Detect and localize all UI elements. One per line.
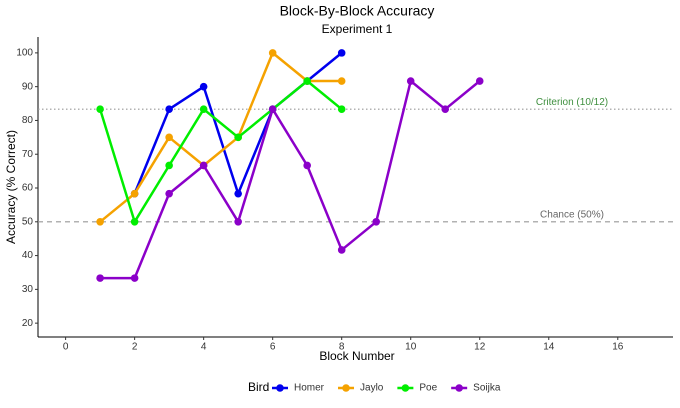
x-tick-label: 10 — [405, 342, 417, 353]
data-point — [130, 189, 139, 198]
legend-swatch-dot — [455, 384, 463, 392]
y-tick-label: 70 — [22, 149, 34, 160]
data-point — [268, 105, 277, 113]
data-point — [165, 133, 173, 142]
legend-swatch-dot — [342, 384, 350, 392]
series-line — [99, 51, 342, 223]
y-tick-label: 50 — [22, 216, 34, 227]
chart-subtitle: Experiment 1 — [322, 22, 393, 36]
data-point — [165, 189, 173, 198]
legend-label: Homer — [294, 383, 325, 394]
x-tick-label: 14 — [543, 342, 555, 353]
legend-title: Bird — [248, 380, 269, 394]
data-point — [337, 105, 346, 113]
series-line — [98, 79, 343, 224]
x-axis-title: Block Number — [319, 349, 394, 363]
data-point — [165, 161, 173, 170]
x-tick-label: 16 — [612, 342, 624, 353]
legend-label: Poe — [419, 383, 437, 394]
x-tick-label: 12 — [474, 342, 486, 353]
reference-label: Criterion (10/12) — [536, 97, 608, 108]
x-tick-label: 6 — [270, 342, 276, 353]
x-tick-label: 2 — [132, 342, 138, 353]
legend-label: Soijka — [473, 383, 501, 394]
y-tick-label: 100 — [16, 48, 33, 59]
data-point — [372, 217, 381, 226]
y-tick-label: 20 — [22, 318, 34, 329]
data-point — [234, 189, 242, 198]
data-point — [475, 77, 484, 85]
data-point — [303, 161, 311, 170]
y-axis-title: Accuracy (% Correct) — [4, 130, 18, 244]
data-point — [406, 77, 415, 85]
data-point — [234, 133, 242, 142]
legend-swatch-dot — [401, 384, 410, 392]
data-point — [303, 77, 311, 85]
data-point — [199, 161, 208, 170]
x-tick-label: 8 — [339, 342, 345, 353]
data-point — [130, 217, 139, 226]
y-tick-label: 90 — [22, 81, 34, 92]
y-tick-label: 60 — [22, 183, 34, 194]
data-point — [96, 217, 104, 226]
chart-title: Block-By-Block Accuracy — [280, 3, 435, 19]
data-point — [337, 246, 346, 254]
data-point — [199, 82, 208, 91]
y-tick-label: 80 — [22, 115, 34, 126]
y-tick-label: 40 — [22, 250, 34, 261]
reference-label: Chance (50%) — [540, 209, 604, 220]
data-point — [96, 105, 104, 113]
data-point — [441, 105, 450, 113]
x-tick-label: 4 — [201, 342, 207, 353]
data-point — [96, 274, 104, 282]
legend-label: Jaylo — [360, 383, 384, 394]
data-point — [337, 49, 346, 57]
legend-swatch-dot — [276, 384, 284, 392]
y-tick-label: 30 — [22, 284, 34, 295]
data-point — [268, 49, 277, 57]
data-point — [165, 105, 173, 113]
data-point — [234, 217, 242, 226]
data-point — [199, 105, 208, 113]
data-point — [337, 77, 346, 85]
x-tick-label: 0 — [63, 342, 69, 353]
data-point — [130, 274, 139, 282]
series-line — [100, 79, 481, 280]
